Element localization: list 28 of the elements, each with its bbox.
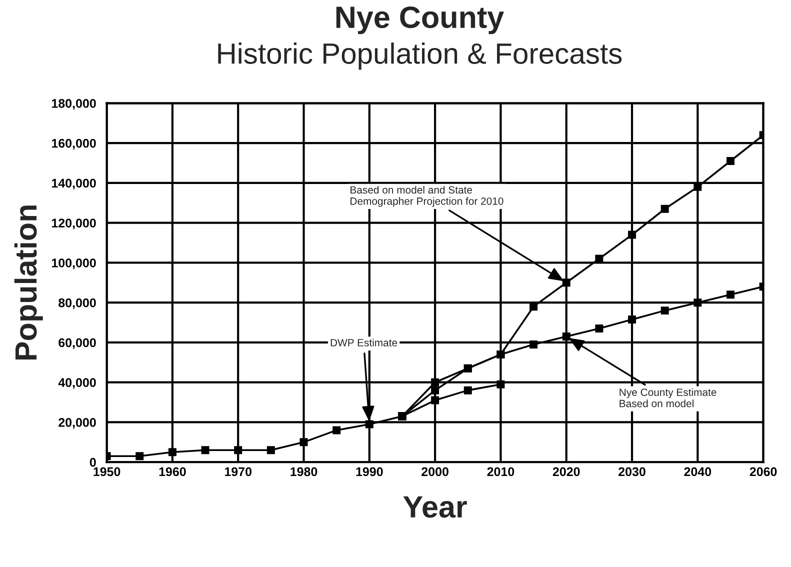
- chart-title: Nye County: [336, 6, 504, 34]
- chart-subtitle: Historic Population & Forecasts: [218, 42, 622, 70]
- annotation: Based on model and State Demographer Projection for 2010: [350, 186, 504, 207]
- x-tick-label: 2040: [684, 467, 712, 476]
- y-tick-label: 40,000: [58, 378, 96, 389]
- x-tick-label: 2060: [750, 467, 777, 476]
- y-tick-label: 120,000: [52, 218, 96, 230]
- y-tick-label: 100,000: [52, 258, 96, 270]
- annotation: Nye County Estimate Based on model: [620, 388, 716, 408]
- x-tick-label: 2010: [487, 467, 514, 476]
- x-tick-label: 1950: [94, 467, 120, 476]
- y-tick-label: 20,000: [58, 418, 96, 429]
- y-tick-label: 80,000: [58, 298, 96, 310]
- y-tick-label: 180,000: [52, 98, 96, 110]
- x-tick-label: 1990: [356, 467, 383, 476]
- annotation: DWP Estimate: [330, 338, 398, 346]
- y-tick-label: 60,000: [58, 338, 96, 349]
- x-tick-label: 2030: [618, 467, 646, 476]
- x-axis-title: Year: [403, 496, 467, 518]
- y-tick-label: 160,000: [52, 138, 96, 150]
- x-tick-label: 1960: [159, 467, 186, 476]
- x-tick-label: 1970: [224, 467, 252, 476]
- y-tick-label: 0: [90, 458, 96, 467]
- x-tick-label: 2020: [552, 467, 580, 476]
- x-tick-label: 2000: [422, 467, 448, 476]
- y-tick-label: 140,000: [52, 178, 96, 190]
- y-axis-title: Population: [14, 206, 43, 360]
- x-tick-label: 1980: [290, 467, 318, 476]
